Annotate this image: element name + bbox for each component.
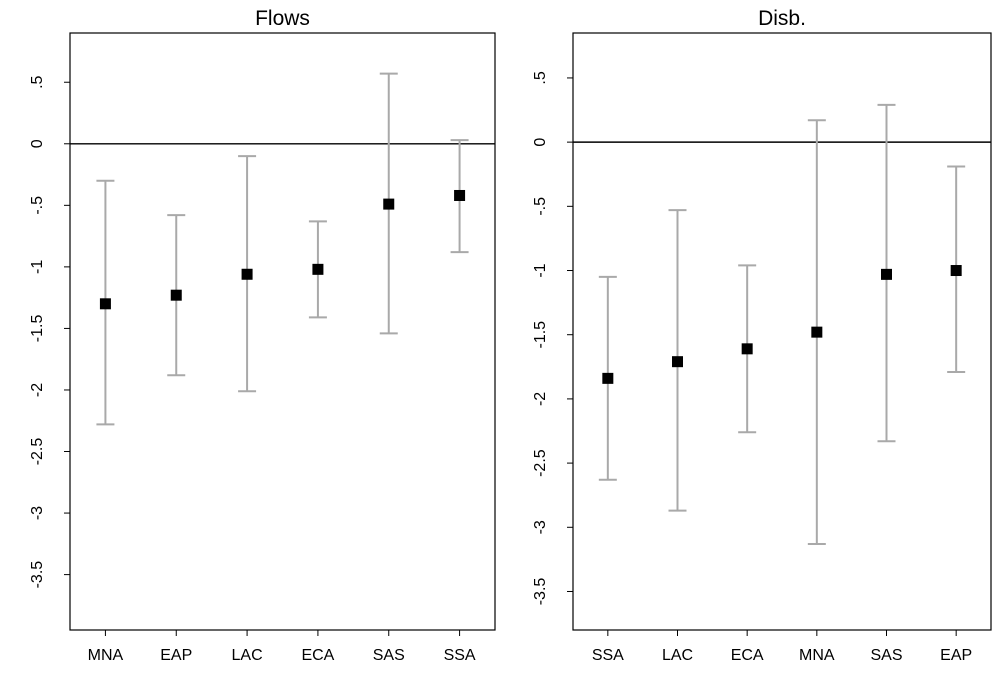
disb-ytick-label: -1.5 [532, 321, 549, 349]
disb-point-ssa [602, 372, 614, 384]
disb-point-eap [950, 265, 962, 277]
disb-plot-frame [572, 32, 992, 631]
flows-point-lac [241, 268, 253, 280]
flows-ytick-label: -.5 [29, 196, 46, 215]
disb-xtick-label: ECA [731, 647, 764, 664]
disb-xtick-label: LAC [662, 647, 693, 664]
disb-ytick-label: 0 [532, 138, 549, 147]
flows-point-eap [170, 289, 182, 301]
disb-ytick-label: -.5 [532, 197, 549, 216]
flows-point-mna [99, 298, 111, 310]
flows-x-axis: MNA EAP LAC ECA SAS SSA [88, 630, 476, 664]
disb-xtick-label: SSA [592, 647, 624, 664]
flows-y-axis: .5 0 -.5 -1 -1.5 -2 -2.5 -3 -3.5 [29, 75, 70, 588]
flows-marks [96, 72, 469, 426]
flows-ytick-label: .5 [29, 75, 46, 88]
flows-ytick-label: -2.5 [29, 438, 46, 466]
flows-xtick-label: SAS [373, 647, 405, 664]
flows-xtick-label: LAC [232, 647, 263, 664]
disb-panel: Disb. .5 0 -.5 -1 -1.5 -2 -2.5 -3 -3.5 SSA LAC ECA… [532, 7, 992, 664]
flows-ytick-label: -3.5 [29, 561, 46, 589]
disb-title: Disb. [758, 7, 806, 30]
flows-xtick-label: ECA [301, 647, 334, 664]
disb-ytick-label: .5 [532, 71, 549, 84]
disb-xtick-label: SAS [870, 647, 902, 664]
flows-plot-frame [69, 32, 496, 631]
flows-ytick-label: -3 [29, 506, 46, 520]
disb-point-eca [741, 343, 753, 355]
disb-point-lac [672, 356, 683, 368]
disb-ytick-label: -1 [532, 263, 549, 277]
disb-ytick-label: -2 [532, 392, 549, 406]
flows-ytick-label: -2 [29, 383, 46, 397]
disb-y-axis: .5 0 -.5 -1 -1.5 -2 -2.5 -3 -3.5 [532, 71, 573, 605]
flows-panel: Flows .5 0 -.5 -1 -1.5 -2 -2.5 -3 -3.5 MNA EAP LAC… [29, 7, 496, 664]
disb-marks [598, 103, 966, 545]
flows-xtick-label: EAP [160, 647, 192, 664]
disb-ytick-label: -3.5 [532, 578, 549, 606]
flows-title: Flows [255, 7, 310, 30]
disb-ytick-label: -2.5 [532, 449, 549, 477]
disb-xtick-label: EAP [940, 647, 972, 664]
flows-point-ssa [454, 189, 466, 201]
flows-point-sas [383, 198, 395, 210]
flows-xtick-label: MNA [88, 647, 124, 664]
disb-point-mna [811, 326, 823, 338]
disb-xtick-label: MNA [799, 647, 835, 664]
flows-ytick-label: -1.5 [29, 315, 46, 343]
disb-x-axis: SSA LAC ECA MNA SAS EAP [592, 630, 972, 664]
flows-ytick-label: 0 [29, 139, 46, 148]
flows-point-eca [312, 263, 324, 275]
flows-ytick-label: -1 [29, 260, 46, 274]
disb-point-sas [881, 268, 892, 280]
flows-xtick-label: SSA [444, 647, 476, 664]
disb-ytick-label: -3 [532, 520, 549, 534]
